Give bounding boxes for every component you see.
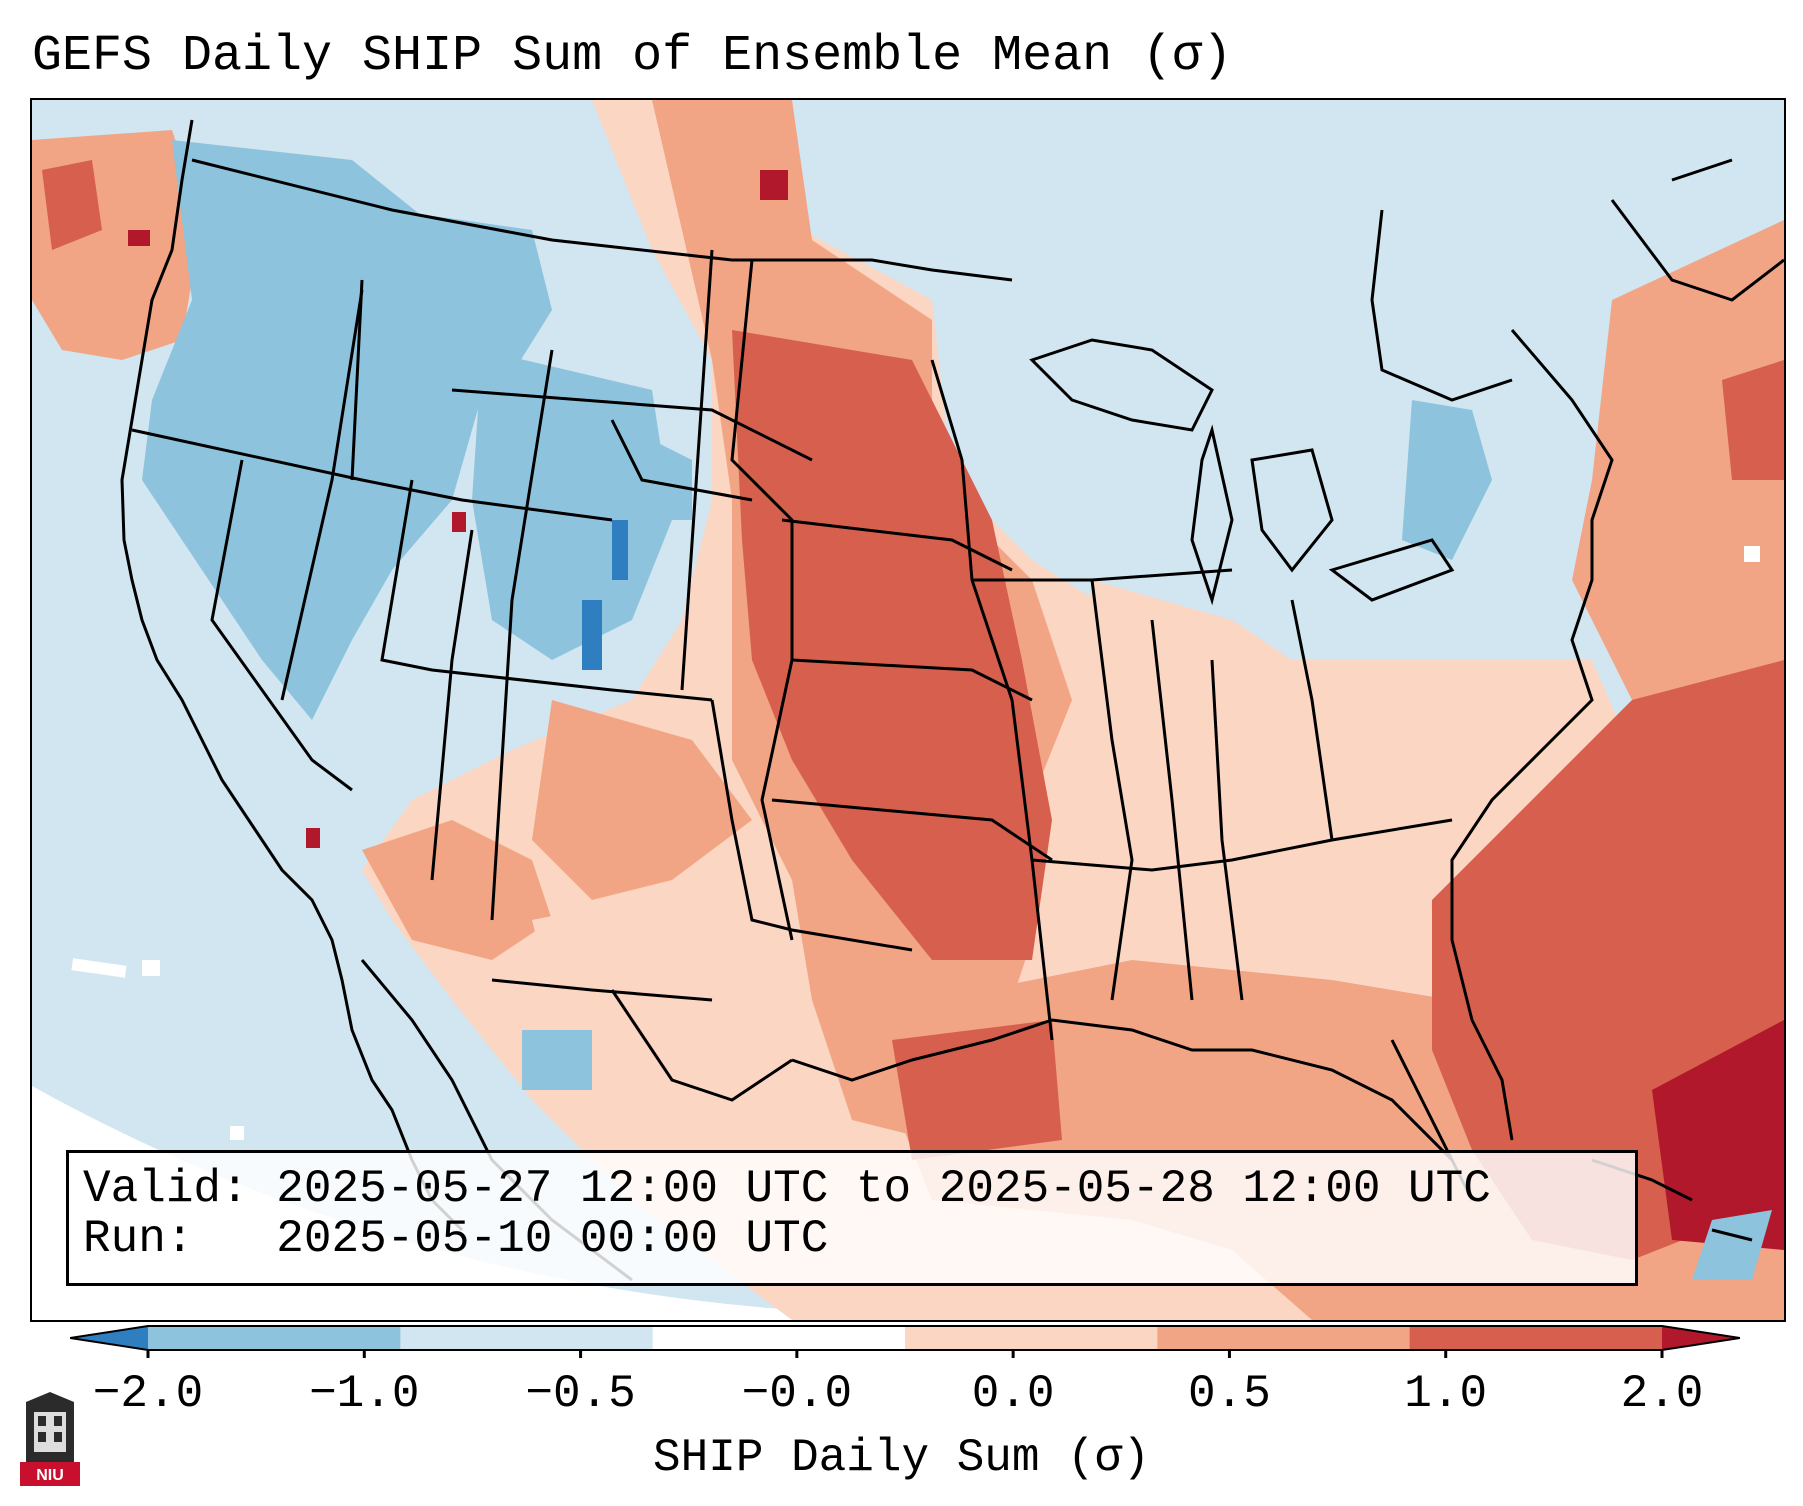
colorbar-tick-label: −1.0 [309,1368,420,1420]
valid-run-info-box: Valid: 2025-05-27 12:00 UTC to 2025-05-2… [66,1150,1638,1286]
colorbar-tick-label: −0.5 [525,1368,636,1420]
colorbar [69,1318,1741,1358]
niu-logo: NIU [20,1392,80,1491]
colorbar-extend-low [70,1326,148,1350]
colorbar-segment [652,1326,906,1350]
colorbar-segment [148,1326,401,1350]
colorbar-tick-label: −0.0 [741,1368,853,1420]
positive-anomaly-field [32,100,1784,1320]
colorbar-svg [69,1325,1741,1358]
map-panel [30,98,1786,1322]
niu-logo-text: NIU [36,1467,64,1484]
colorbar-segment [905,1326,1158,1350]
map-title: GEFS Daily SHIP Sum of Ensemble Mean (σ) [32,28,1233,85]
colorbar-tick-label: 0.0 [971,1368,1055,1420]
run-value: 2025-05-10 00:00 UTC [276,1213,829,1265]
valid-value: 2025-05-27 12:00 UTC to 2025-05-28 12:00… [276,1163,1491,1215]
colorbar-segment [1409,1326,1663,1350]
colorbar-tick-label: 1.0 [1404,1368,1488,1420]
run-line: Run: 2025-05-10 00:00 UTC [83,1213,828,1265]
run-key: Run: [83,1213,194,1265]
anomaly-map [32,100,1784,1320]
colorbar-tick-label: −2.0 [92,1368,204,1420]
missing-data-marks [71,546,1760,1140]
colorbar-tick-label: 0.5 [1188,1368,1271,1420]
negative-anomaly-field [142,140,1772,1280]
colorbar-segment [1157,1326,1411,1350]
valid-key: Valid: [83,1163,249,1215]
valid-line: Valid: 2025-05-27 12:00 UTC to 2025-05-2… [83,1163,1491,1215]
colorbar-tick-label: 2.0 [1620,1368,1704,1420]
colorbar-extend-high [1662,1326,1740,1350]
political-boundaries [120,119,1784,1282]
colorbar-segment [400,1326,654,1350]
colorbar-label: SHIP Daily Sum (σ) [653,1432,1150,1484]
